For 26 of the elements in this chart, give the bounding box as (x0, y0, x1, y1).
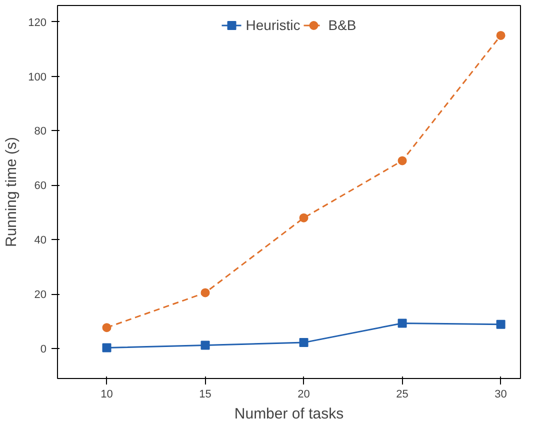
y-tick-label: 80 (34, 126, 47, 138)
point (398, 318, 407, 328)
x-axis-title: Number of tasks (234, 406, 344, 422)
y-tick-label: 60 (34, 180, 47, 192)
point (496, 30, 506, 40)
legend-label: B&B (328, 17, 356, 33)
point (398, 156, 407, 166)
x-tick-label: 15 (199, 388, 212, 400)
y-tick-label: 40 (34, 234, 47, 247)
y-tick-label: 120 (28, 16, 47, 29)
point (299, 338, 308, 348)
y-tick-label: 100 (28, 71, 47, 84)
y-axis-title: Running time (s) (3, 136, 20, 248)
point (299, 213, 308, 222)
y-tick-label: 0 (40, 344, 47, 356)
point (102, 323, 112, 332)
point (200, 288, 210, 298)
point (496, 320, 506, 329)
point (200, 340, 210, 350)
point (102, 343, 112, 352)
x-tick-label: 30 (494, 388, 507, 400)
x-tick-label: 20 (298, 388, 310, 400)
y-tick-label: 20 (34, 289, 47, 302)
legend-label: Heuristic (246, 17, 300, 33)
x-tick-label: 10 (100, 388, 113, 400)
x-tick-label: 25 (396, 388, 408, 400)
